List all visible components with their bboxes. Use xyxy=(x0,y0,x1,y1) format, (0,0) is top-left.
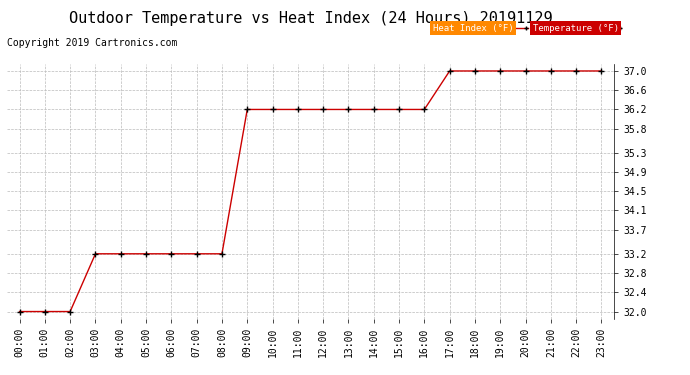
Text: Outdoor Temperature vs Heat Index (24 Hours) 20191129: Outdoor Temperature vs Heat Index (24 Ho… xyxy=(69,11,552,26)
Text: Heat Index (°F): Heat Index (°F) xyxy=(433,24,513,33)
Text: Copyright 2019 Cartronics.com: Copyright 2019 Cartronics.com xyxy=(7,38,177,48)
Text: Temperature (°F): Temperature (°F) xyxy=(533,24,619,33)
